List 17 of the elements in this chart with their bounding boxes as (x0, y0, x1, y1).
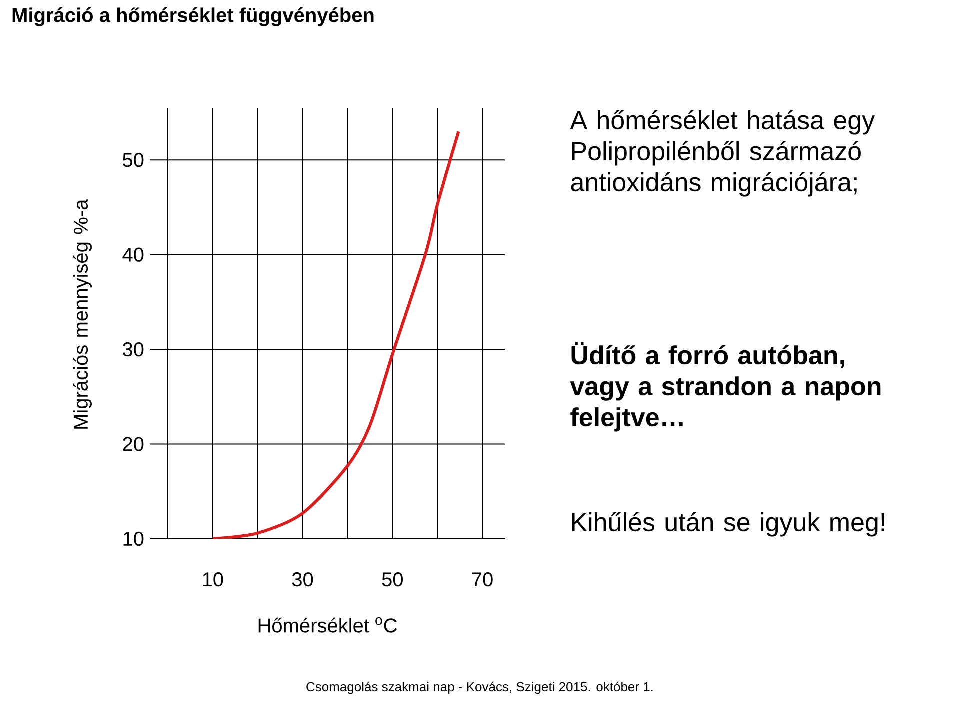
y-tick-label: 10 (124, 532, 144, 546)
text: A hőmérséklet hatása egy Polipropilénből származó antioxidáns migrációjára; (570, 110, 876, 197)
y-tick-label: 40 (122, 248, 144, 262)
x-tick-label: 70 (472, 572, 493, 587)
line-series (211, 130, 460, 539)
y-axis-title: Migrációs mennyiség %-a (73, 199, 92, 429)
x-tick-label: 10 (203, 572, 224, 587)
y-tick-label: 20 (123, 437, 144, 452)
x-axis-title: Hőmérséklet $^{o}$C (258, 618, 398, 633)
text: Csomagolás szakmai nap - Kovács, Szigeti 2015. október 1. (306, 682, 653, 694)
x-tick-label: 30 (292, 572, 314, 587)
chart-title: Migráció a hőmérséklet függvényében (12, 8, 374, 26)
y-tick-label: 30 (122, 342, 144, 357)
text: Üdítő a forró autóban, vagy a strandon a napon felejtve… (570, 342, 881, 432)
x-tick-label: 50 (382, 572, 403, 587)
text: Kihűlés után se igyuk meg! (572, 512, 884, 537)
y-tick-label: 50 (123, 153, 144, 168)
